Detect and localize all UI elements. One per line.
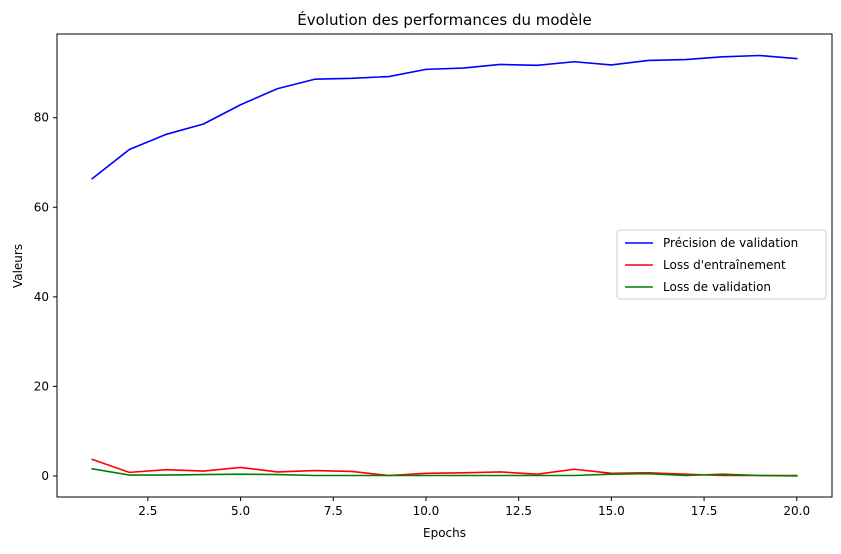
x-tick-label: 20.0 [783,504,810,518]
x-tick-label: 10.0 [413,504,440,518]
y-tick-label: 20 [34,379,49,393]
y-axis-ticks: 0 20 40 60 80 [34,111,57,483]
legend-label-3: Loss de validation [663,280,771,294]
x-tick-label: 12.5 [505,504,532,518]
y-axis-label: Valeurs [11,244,25,288]
legend-items: Précision de validation Loss d'entraîneme… [625,236,798,294]
plot-area: 2.5 5.0 7.5 10.0 12.5 15.0 17.5 20.0 0 20 40 60 80 [34,33,833,518]
y-tick-label: 40 [34,290,49,304]
legend-box [616,229,827,300]
x-axis-ticks: 2.5 5.0 7.5 10.0 12.5 15.0 17.5 20.0 [138,497,810,518]
series-line-1 [91,54,798,180]
x-tick-label: 5.0 [231,504,250,518]
legend-label-2: Loss d'entraînement [663,258,786,272]
x-tick-label: 7.5 [324,504,343,518]
chart-title: Évolution des performances du modèle [297,10,591,29]
x-tick-label: 2.5 [138,504,157,518]
series-line-3 [91,467,798,477]
series-layer [91,54,798,477]
series-line-2 [91,458,798,477]
legend-label-1: Précision de validation [663,236,798,250]
y-tick-label: 60 [34,200,49,214]
axes-frame [56,33,833,498]
x-axis-label: Epochs [423,526,466,540]
y-tick-label: 80 [34,111,49,125]
y-tick-label: 0 [41,469,49,483]
x-tick-label: 15.0 [598,504,625,518]
x-tick-label: 17.5 [691,504,718,518]
legend: Précision de validation Loss d'entraîneme… [616,229,827,300]
